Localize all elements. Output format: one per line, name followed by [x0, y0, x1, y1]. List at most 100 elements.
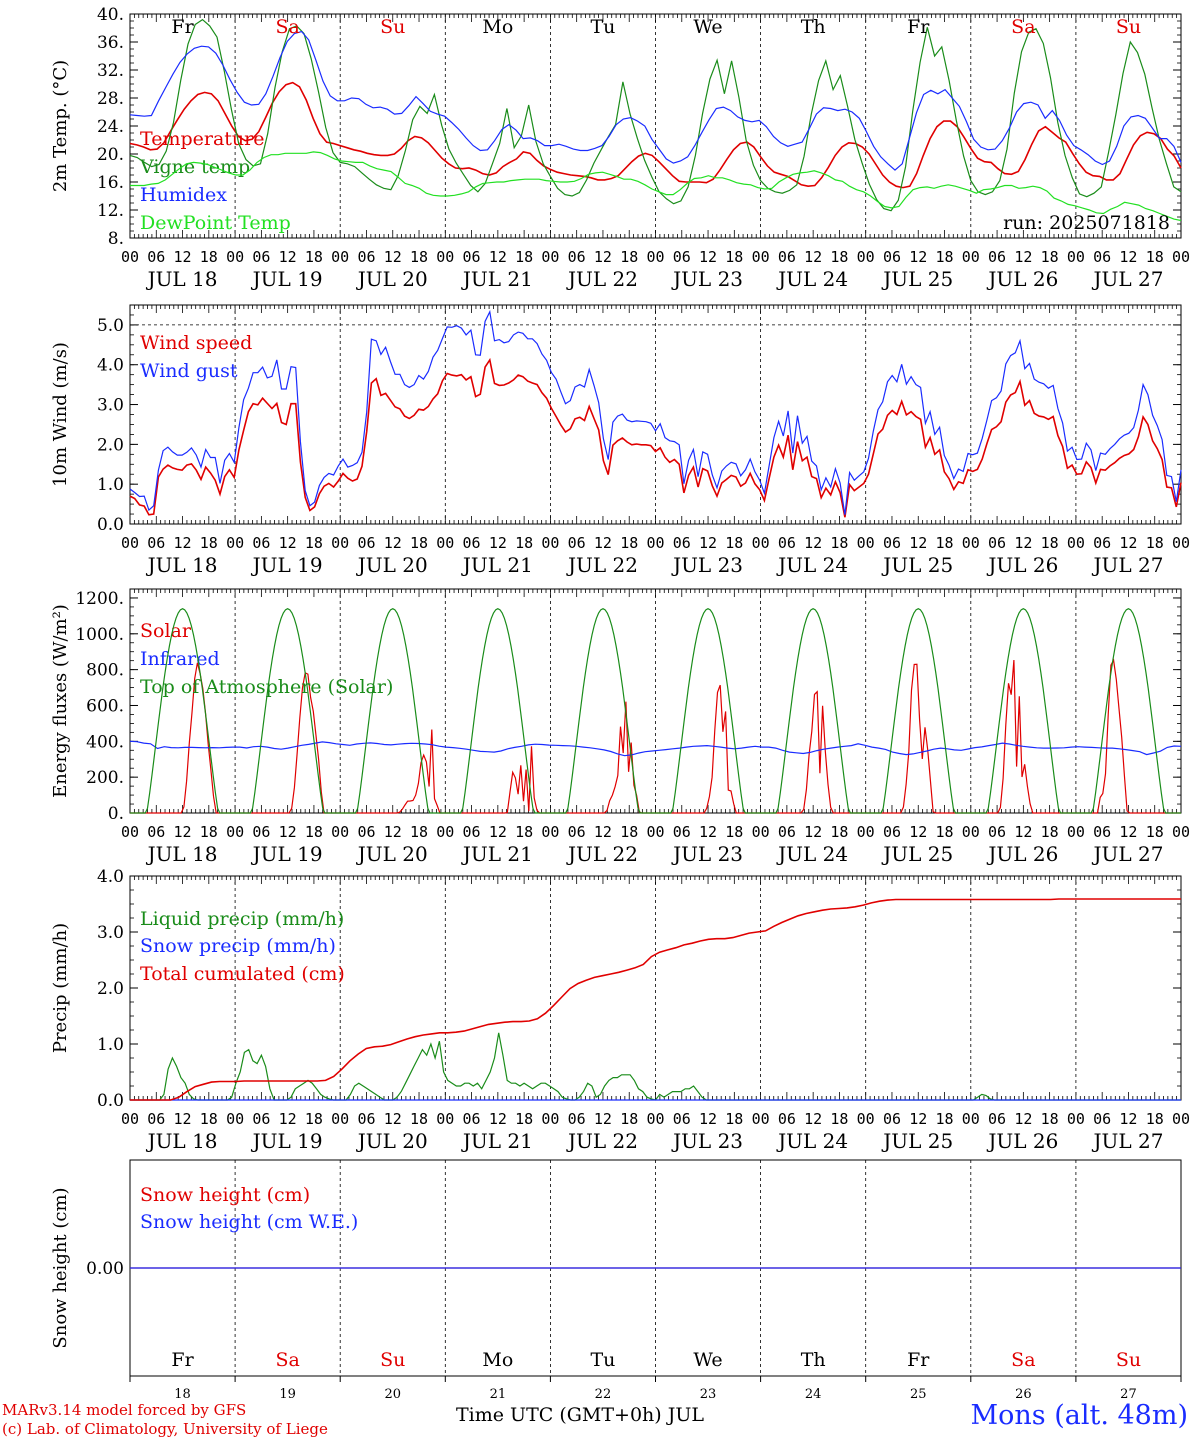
hour-tick-label: 00	[752, 1110, 770, 1128]
y-tick-label: 2.0	[97, 435, 124, 455]
date-label: JUL 21	[461, 842, 533, 866]
hour-tick-label: 06	[883, 823, 901, 841]
legend-label: Infrared	[140, 648, 220, 670]
y-tick-label: 3.0	[97, 396, 124, 416]
hour-tick-label: 06	[357, 823, 375, 841]
legend-label: DewPoint Temp	[140, 212, 291, 234]
hour-tick-label: 18	[305, 823, 323, 841]
y-tick-label: 24.	[97, 117, 124, 137]
hour-tick-label: 12	[909, 248, 927, 266]
hour-tick-label: 00	[541, 823, 559, 841]
hour-tick-label: 18	[305, 1110, 323, 1128]
y-tick-label: 0.0	[97, 1091, 124, 1111]
date-label: JUL 24	[776, 267, 848, 291]
station-name: Mons (alt. 48m)	[970, 1400, 1188, 1431]
hour-tick-label: 18	[725, 1110, 743, 1128]
legend-label: Wind gust	[140, 360, 238, 382]
hour-tick-label: 00	[752, 534, 770, 552]
hour-tick-label: 00	[121, 534, 139, 552]
hour-tick-label: 00	[1172, 1110, 1190, 1128]
hour-tick-label: 12	[279, 248, 297, 266]
hour-tick-label: 00	[226, 1110, 244, 1128]
hour-tick-label: 06	[357, 248, 375, 266]
hour-tick-label: 12	[909, 1110, 927, 1128]
hour-tick-label: 12	[594, 1110, 612, 1128]
y-tick-label: 1200.	[75, 589, 124, 609]
hour-tick-label: 18	[1041, 1110, 1059, 1128]
weekday-label: Sa	[275, 1349, 299, 1371]
weekday-label: Fr	[171, 16, 194, 38]
weekday-label: Sa	[275, 16, 299, 38]
date-label: JUL 27	[1091, 842, 1163, 866]
hour-tick-label: 12	[279, 823, 297, 841]
date-label: JUL 20	[356, 553, 428, 577]
y-tick-label: 400.	[86, 732, 124, 752]
hour-tick-label: 18	[935, 1110, 953, 1128]
hour-tick-label: 06	[568, 534, 586, 552]
hour-tick-label: 06	[357, 534, 375, 552]
hour-tick-label: 12	[1014, 1110, 1032, 1128]
date-label: JUL 27	[1091, 267, 1163, 291]
snow-panel-extras: Fr 18 Sa 19 Su 20 Mo 21 Tu 22 We 23 Th 24 Fr 25 Sa 26 Su 27	[129, 1349, 1182, 1402]
hour-tick-label: 18	[515, 534, 533, 552]
y-tick-label: 2.0	[97, 979, 124, 999]
hour-tick-label: 00	[752, 248, 770, 266]
hour-tick-label: 06	[673, 534, 691, 552]
date-label: JUL 25	[881, 267, 953, 291]
hour-tick-label: 00	[857, 248, 875, 266]
series-line-vigne-temp	[129, 18, 1182, 212]
hour-tick-label: 18	[1146, 534, 1164, 552]
hour-tick-label: 06	[147, 248, 165, 266]
hour-tick-label: 18	[1041, 823, 1059, 841]
weekday-label: Su	[380, 16, 405, 38]
date-label: JUL 27	[1091, 553, 1163, 577]
hour-tick-label: 00	[331, 1110, 349, 1128]
copyright-credit: (c) Lab. of Climatology, University of L…	[2, 1420, 328, 1438]
y-axis-label: Snow height (cm)	[50, 1187, 71, 1348]
panel-precip: 0.0 1.0 2.0 3.0 4.0 Precip (mm/h) Liquid preci…	[50, 867, 1190, 1153]
hour-tick-label: 12	[1119, 823, 1137, 841]
date-label: JUL 24	[776, 553, 848, 577]
hour-tick-label: 12	[174, 823, 192, 841]
weekday-label: Th	[801, 1349, 826, 1371]
hour-tick-label: 18	[515, 1110, 533, 1128]
day-number-label: 20	[384, 1387, 401, 1402]
day-number-label: 27	[1120, 1387, 1137, 1402]
hour-tick-label: 00	[541, 1110, 559, 1128]
hour-tick-label: 06	[252, 823, 270, 841]
hour-tick-label: 18	[935, 823, 953, 841]
series-line-top-of-atmosphere-solar-	[130, 608, 1181, 814]
date-label: JUL 21	[461, 553, 533, 577]
y-axis-label: Energy fluxes (W/m²)	[50, 604, 71, 798]
hour-tick-label: 06	[147, 534, 165, 552]
date-label: JUL 22	[566, 1129, 638, 1153]
hour-tick-label: 00	[752, 823, 770, 841]
hour-tick-label: 06	[778, 534, 796, 552]
legend-label: Temperature	[140, 128, 264, 150]
hour-tick-label: 12	[384, 248, 402, 266]
hour-tick-label: 12	[1119, 534, 1137, 552]
date-label: JUL 26	[986, 842, 1058, 866]
weekday-label: Fr	[907, 16, 930, 38]
hour-tick-label: 00	[646, 248, 664, 266]
series-line-wind-speed	[129, 357, 1182, 518]
weekday-label: Tu	[590, 16, 615, 38]
hour-tick-label: 12	[384, 534, 402, 552]
hour-tick-label: 00	[646, 823, 664, 841]
y-tick-label: 12.	[97, 201, 124, 221]
day-number-label: 24	[805, 1387, 822, 1402]
date-label: JUL 21	[461, 267, 533, 291]
hour-tick-label: 12	[909, 534, 927, 552]
hour-tick-label: 12	[699, 1110, 717, 1128]
date-label: JUL 18	[146, 1129, 218, 1153]
series-line-dewpoint-temp	[130, 151, 1182, 222]
hour-tick-label: 18	[830, 248, 848, 266]
hour-tick-label: 18	[830, 1110, 848, 1128]
hour-tick-label: 12	[384, 1110, 402, 1128]
hour-tick-label: 18	[1041, 248, 1059, 266]
hour-tick-label: 06	[252, 534, 270, 552]
hour-tick-label: 12	[1014, 534, 1032, 552]
date-label: JUL 24	[776, 1129, 848, 1153]
hour-tick-label: 00	[962, 823, 980, 841]
legend-label: Snow height (cm W.E.)	[140, 1211, 358, 1233]
